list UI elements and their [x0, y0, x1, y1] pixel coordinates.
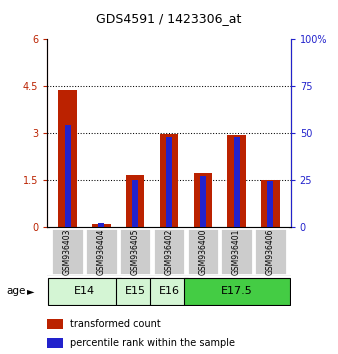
Bar: [267, 181, 273, 227]
Bar: [92, 224, 111, 227]
FancyBboxPatch shape: [51, 228, 84, 275]
Text: GSM936402: GSM936402: [165, 228, 173, 275]
Bar: [98, 223, 104, 227]
FancyBboxPatch shape: [85, 228, 118, 275]
Bar: [166, 137, 172, 227]
Text: GSM936400: GSM936400: [198, 228, 207, 275]
FancyBboxPatch shape: [119, 228, 151, 275]
Text: E14: E14: [74, 286, 95, 296]
Bar: [47, 319, 63, 329]
Text: percentile rank within the sample: percentile rank within the sample: [70, 338, 235, 348]
Bar: [65, 125, 71, 227]
Bar: [47, 338, 63, 348]
FancyBboxPatch shape: [150, 278, 188, 305]
Bar: [234, 137, 240, 227]
Bar: [200, 176, 206, 227]
Text: transformed count: transformed count: [70, 319, 161, 329]
FancyBboxPatch shape: [116, 278, 154, 305]
Text: GDS4591 / 1423306_at: GDS4591 / 1423306_at: [96, 12, 242, 25]
Text: GSM936405: GSM936405: [131, 228, 140, 275]
Text: E15: E15: [125, 286, 146, 296]
FancyBboxPatch shape: [254, 228, 287, 275]
Text: E17.5: E17.5: [221, 286, 252, 296]
FancyBboxPatch shape: [184, 278, 290, 305]
FancyBboxPatch shape: [187, 228, 219, 275]
Text: GSM936404: GSM936404: [97, 228, 106, 275]
Bar: [132, 180, 138, 227]
Bar: [193, 173, 212, 227]
Bar: [261, 180, 280, 227]
FancyBboxPatch shape: [220, 228, 253, 275]
Text: ►: ►: [27, 286, 34, 296]
Text: E16: E16: [159, 286, 179, 296]
Text: age: age: [7, 286, 26, 296]
Text: GSM936406: GSM936406: [266, 228, 275, 275]
Text: GSM936401: GSM936401: [232, 228, 241, 275]
FancyBboxPatch shape: [48, 278, 121, 305]
Bar: [58, 90, 77, 227]
Bar: [126, 175, 145, 227]
Bar: [160, 134, 178, 227]
FancyBboxPatch shape: [153, 228, 185, 275]
Text: GSM936403: GSM936403: [63, 228, 72, 275]
Bar: [227, 135, 246, 227]
